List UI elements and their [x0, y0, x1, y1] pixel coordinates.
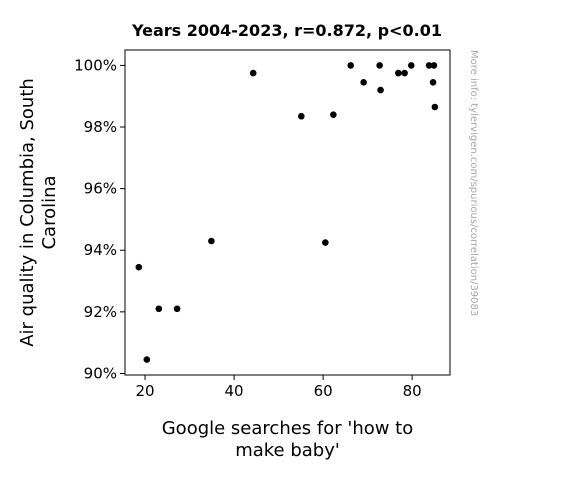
data-point: [429, 79, 437, 86]
y-tick-label: 94%: [84, 241, 117, 259]
y-axis-label-line: Carolina: [39, 175, 60, 249]
data-point: [298, 112, 305, 120]
y-tick-label: 90%: [84, 364, 117, 382]
data-point: [249, 69, 257, 77]
chart-title: Years 2004-2023, r=0.872, p<0.01: [131, 21, 442, 40]
data-point: [173, 305, 181, 313]
x-axis-ticks: 20 40 60 80: [135, 375, 422, 400]
y-tick-label: 100%: [74, 56, 117, 74]
x-tick-label: 20: [135, 382, 154, 400]
x-tick-label: 60: [314, 382, 333, 400]
plot-frame: [124, 49, 451, 376]
y-tick-label: 98%: [84, 118, 117, 136]
y-axis-label: Air quality in Columbia, South Carolina: [17, 78, 60, 347]
data-point: [425, 62, 433, 69]
data-point: [360, 79, 367, 86]
data-point: [377, 86, 384, 94]
source-note: More info: tylervigen.com/spurious/corre…: [468, 50, 479, 316]
data-point: [431, 103, 439, 111]
y-tick-label: 92%: [84, 303, 117, 321]
y-tick-label: 96%: [84, 180, 117, 198]
data-point: [401, 69, 408, 77]
x-axis-label-line: make baby': [235, 440, 340, 461]
y-axis-ticks: 90% 92% 94% 96% 98% 100%: [74, 56, 125, 382]
data-point: [208, 237, 215, 245]
x-tick-label: 80: [403, 382, 422, 400]
data-point: [322, 239, 329, 246]
data-point: [155, 305, 163, 313]
data-point: [376, 62, 383, 69]
data-point: [430, 62, 438, 69]
data-points: [135, 62, 439, 363]
data-point: [347, 62, 355, 69]
data-point: [407, 62, 415, 69]
x-axis-label-line: Google searches for 'how to: [162, 418, 414, 439]
data-point: [330, 111, 337, 118]
data-point: [135, 263, 143, 271]
y-axis-label-line: Air quality in Columbia, South: [17, 78, 38, 347]
data-point: [143, 356, 151, 363]
data-point: [395, 69, 402, 77]
x-tick-label: 40: [225, 382, 244, 400]
